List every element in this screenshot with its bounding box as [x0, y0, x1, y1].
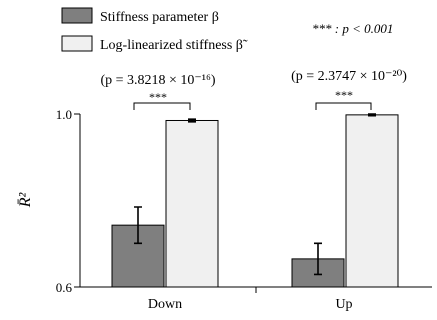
y-tick-label-top: 1.0 — [56, 107, 72, 122]
significance-legend: *** : p < 0.001 — [312, 21, 393, 36]
p-value-down: (p = 3.8218 × 10⁻¹⁶) — [100, 73, 215, 88]
legend: Stiffness parameter β Log-linearized sti… — [61, 7, 393, 53]
x-tick-label-down: Down — [148, 297, 182, 312]
significance-bracket-down — [133, 102, 191, 110]
bar-up-series-2 — [345, 114, 399, 288]
legend-label-log-linearized: Log-linearized stiffness β̃ — [100, 38, 248, 53]
significance-stars-up: *** — [335, 88, 353, 102]
x-tick-label-up: Up — [335, 297, 352, 312]
significance-bracket-up — [315, 102, 372, 110]
bar-marks — [111, 113, 399, 288]
y-axis-label: R̄² — [17, 192, 34, 209]
p-value-up: (p = 2.3747 × 10⁻²⁰) — [291, 69, 407, 84]
legend-swatch-log-linearized — [61, 35, 93, 52]
significance-stars-down: *** — [149, 90, 167, 104]
error-bar-up-series-2 — [368, 113, 376, 117]
error-bar-up-series-1 — [314, 242, 322, 276]
legend-label-stiffness: Stiffness parameter β — [100, 10, 219, 25]
error-bar-down-series-1 — [134, 206, 142, 245]
y-tick-label-bottom: 0.6 — [56, 280, 73, 295]
bar-down-series-2 — [165, 119, 219, 288]
error-bar-down-series-2 — [188, 118, 196, 123]
legend-swatch-stiffness — [61, 7, 93, 24]
